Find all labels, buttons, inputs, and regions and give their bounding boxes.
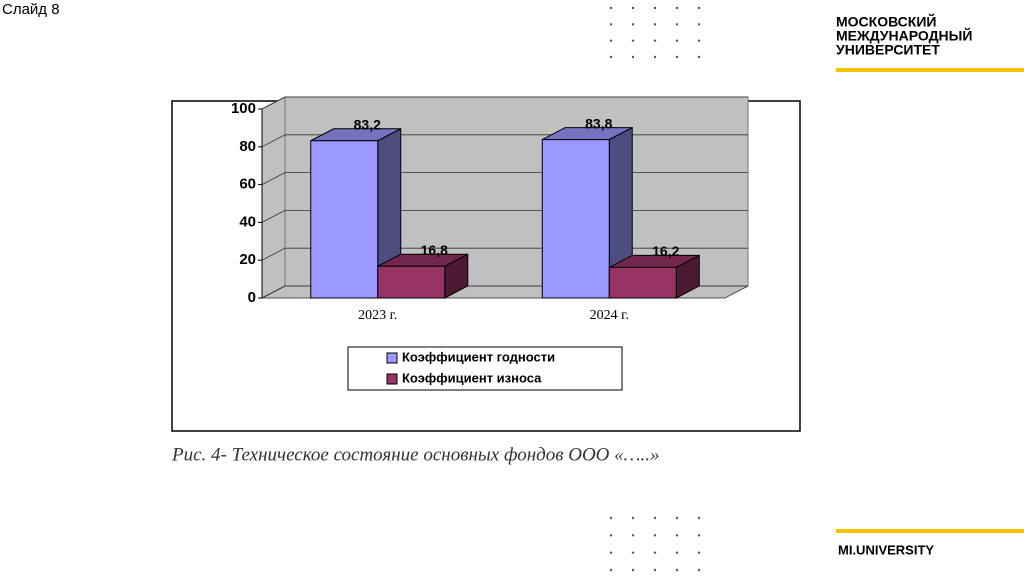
x-tick-label: 2024 г. [590,308,629,323]
logo-line: МЕЖДУНАРОДНЫЙ [836,27,972,44]
legend-swatch [386,352,398,364]
dot [653,6,657,10]
dot [631,551,635,554]
dot [675,568,679,572]
dot [697,516,701,520]
dot [653,39,657,42]
dot [697,23,701,26]
value-label: 83,8 [585,115,612,131]
dot [609,516,613,520]
value-label: 16,2 [652,243,679,259]
logo-line: УНИВЕРСИТЕТ [836,42,940,58]
dot [631,55,635,59]
caption: Рис. 4- Техническое состояние основных ф… [171,444,660,465]
dot [675,23,679,26]
dot [653,55,657,59]
value-label: 16,8 [421,242,448,258]
legend-label: Коэффициент годности [402,349,555,364]
dot [653,551,657,554]
dot [609,534,613,537]
y-tick-label: 0 [248,289,256,306]
x-tick-label: 2023 г. [358,308,397,323]
dot [631,6,635,10]
footer-logo: MI.UNIVERSITY [838,542,934,557]
dot [609,55,613,59]
bar [377,265,446,299]
y-tick-label: 80 [239,138,256,155]
logo-line: МОСКОВСКИЙ [836,13,936,30]
decoration-dots [609,6,701,572]
logo-rule [836,68,1024,72]
dot [653,568,657,572]
dot [609,568,613,572]
dot [675,534,679,537]
y-tick-label: 100 [231,100,256,117]
dot [631,568,635,572]
legend-swatch [386,373,398,385]
dot [631,39,635,42]
dot [653,23,657,26]
bar [541,139,610,299]
dot [697,55,701,59]
dot [631,534,635,537]
footer-rule [836,529,1024,533]
y-tick-label: 40 [239,213,256,230]
side-wall [261,96,286,299]
dot [609,23,613,26]
dot [609,6,613,10]
dot [609,39,613,42]
chart: 0 20 40 60 80 100 2023 г. 83,2 16,8 2024 г. 83,8 16… [231,96,749,391]
grid-line [261,96,748,110]
dot [697,39,701,42]
dot [631,23,635,26]
legend-label: Коэффициент износа [402,370,542,385]
dot [697,534,701,537]
dot [675,551,679,554]
dot [675,6,679,10]
dot [609,551,613,554]
dot [675,39,679,42]
y-tick-label: 60 [239,176,256,193]
dot [675,516,679,520]
bar [310,140,379,299]
slide-label: Слайд 8 [2,1,60,18]
dot [653,534,657,537]
dot [675,55,679,59]
dot [697,551,701,554]
bar [608,266,677,299]
y-tick-label: 20 [239,251,256,268]
dot [697,6,701,10]
value-label: 83,2 [354,116,381,132]
dot [653,516,657,520]
dot [697,568,701,572]
dot [631,516,635,520]
